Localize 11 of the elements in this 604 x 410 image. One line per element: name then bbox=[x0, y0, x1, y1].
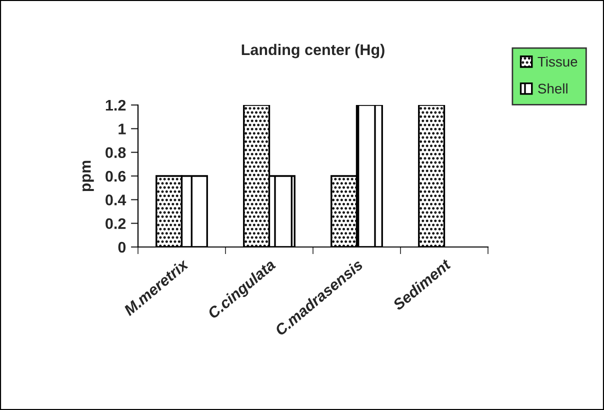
y-tick-label: 1 bbox=[118, 124, 126, 134]
y-tick-label: 0.2 bbox=[106, 218, 126, 230]
y-tick-label: 0.8 bbox=[106, 147, 126, 158]
legend-label: Tissue bbox=[538, 56, 578, 67]
y-tick-label: 0.6 bbox=[106, 170, 126, 182]
y-tick-label: 0 bbox=[118, 242, 126, 253]
y-tick-label: 1.2 bbox=[106, 100, 126, 111]
y-axis-title: ppm bbox=[82, 160, 94, 192]
y-tick-label: 0.4 bbox=[106, 194, 126, 206]
chart-title: Landing center (Hg) bbox=[242, 44, 384, 58]
legend-label: Shell bbox=[538, 83, 568, 94]
